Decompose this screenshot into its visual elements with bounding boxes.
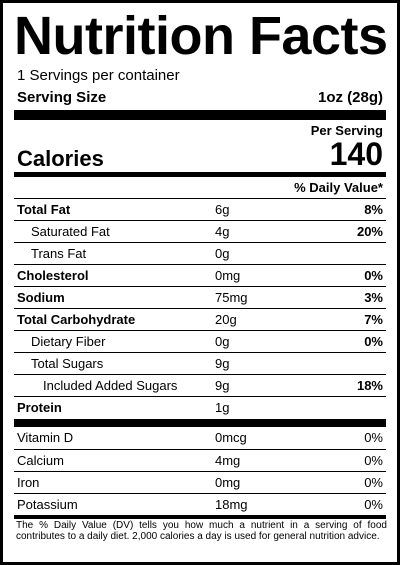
nutrient-name: Total Sugars (31, 356, 104, 371)
nutrient-name: Trans Fat (31, 246, 87, 261)
nutrient-amount: 1g (215, 400, 230, 415)
nutrient-row: Dietary Fiber 0g 0% (14, 330, 386, 353)
nutrient-amount: 6g (215, 202, 230, 217)
nutrient-name: Calcium (17, 453, 64, 468)
nutrient-amount: 0mcg (215, 430, 247, 445)
nutrient-name: Iron (17, 475, 40, 490)
nutrient-row: Cholesterol 0mg 0% (14, 264, 386, 287)
nutrient-amount: 4mg (215, 453, 241, 468)
nutrient-amount: 0g (215, 334, 230, 349)
nutrient-amount: 0mg (215, 268, 241, 283)
nutrient-name: Sodium (17, 290, 65, 305)
nutrient-row: Calcium 4mg 0% (14, 449, 386, 472)
footnote: The % Daily Value (DV) tells you how muc… (16, 520, 387, 542)
nutrient-row: Included Added Sugars 9g 18% (14, 374, 386, 397)
nutrient-amount: 9g (215, 378, 230, 393)
nutrient-amount: 0mg (215, 475, 241, 490)
medium-bar (14, 172, 386, 177)
nutrient-amount: 9g (215, 356, 230, 371)
daily-value: 0% (364, 453, 383, 468)
medium-bar (14, 515, 386, 519)
per-serving: Per Serving (310, 123, 383, 138)
daily-value: 20% (356, 224, 383, 239)
serving-size: 1oz (28g) (317, 89, 383, 106)
calories-value: 140 (329, 136, 383, 172)
daily-value: 0% (364, 475, 383, 490)
daily-value: 18% (356, 378, 383, 393)
nutrient-amount: 4g (215, 224, 230, 239)
daily-value: 0% (364, 268, 383, 283)
thick-bar (14, 110, 386, 120)
nutrient-name: Protein (17, 400, 62, 415)
daily-value: 0% (364, 497, 383, 512)
nutrient-row: Trans Fat 0g (14, 242, 386, 265)
nutrient-amount: 0g (215, 246, 230, 261)
nutrient-name: Total Carbohydrate (17, 312, 136, 327)
nutrient-name: Included Added Sugars (43, 378, 178, 393)
title: Nutrition Facts (14, 6, 388, 66)
nutrient-row: Total Sugars 9g (14, 352, 386, 375)
nutrient-row: Iron 0mg 0% (14, 471, 386, 494)
nutrient-row: Total Carbohydrate 20g 7% (14, 308, 386, 331)
servings: 1 Servings per container (17, 67, 180, 84)
thick-bar (14, 419, 386, 427)
daily-value: 3% (364, 290, 383, 305)
daily-value: 0% (364, 334, 383, 349)
daily-value: 8% (364, 202, 383, 217)
nutrient-amount: 75mg (215, 290, 248, 305)
daily-value-header: % Daily Value* (294, 180, 383, 195)
nutrient-name: Cholesterol (17, 268, 89, 283)
nutrient-amount: 20g (215, 312, 237, 327)
nutrient-name: Vitamin D (17, 430, 74, 445)
calories-label: Calories (17, 146, 104, 171)
daily-value: 7% (364, 312, 383, 327)
nutrient-row: Total Fat 6g 8% (14, 198, 386, 221)
nutrient-amount: 18mg (215, 497, 248, 512)
nutrient-name: Total Fat (17, 202, 71, 217)
daily-value: 0% (364, 430, 383, 445)
nutrient-row: Sodium 75mg 3% (14, 286, 386, 309)
nutrient-name: Saturated Fat (31, 224, 110, 239)
nutrient-row: Vitamin D 0mcg 0% (14, 427, 386, 449)
nutrient-row: Protein 1g (14, 396, 386, 419)
nutrient-name: Dietary Fiber (31, 334, 106, 349)
nutrient-row: Potassium 18mg 0% (14, 493, 386, 516)
serving-size-label: Serving Size (17, 89, 107, 106)
nutrient-row: Saturated Fat 4g 20% (14, 220, 386, 243)
nutrient-name: Potassium (17, 497, 78, 512)
